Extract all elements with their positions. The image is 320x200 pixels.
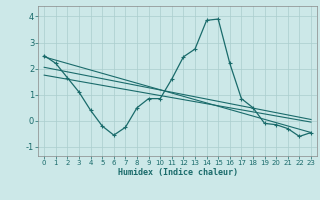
X-axis label: Humidex (Indice chaleur): Humidex (Indice chaleur): [118, 168, 238, 177]
